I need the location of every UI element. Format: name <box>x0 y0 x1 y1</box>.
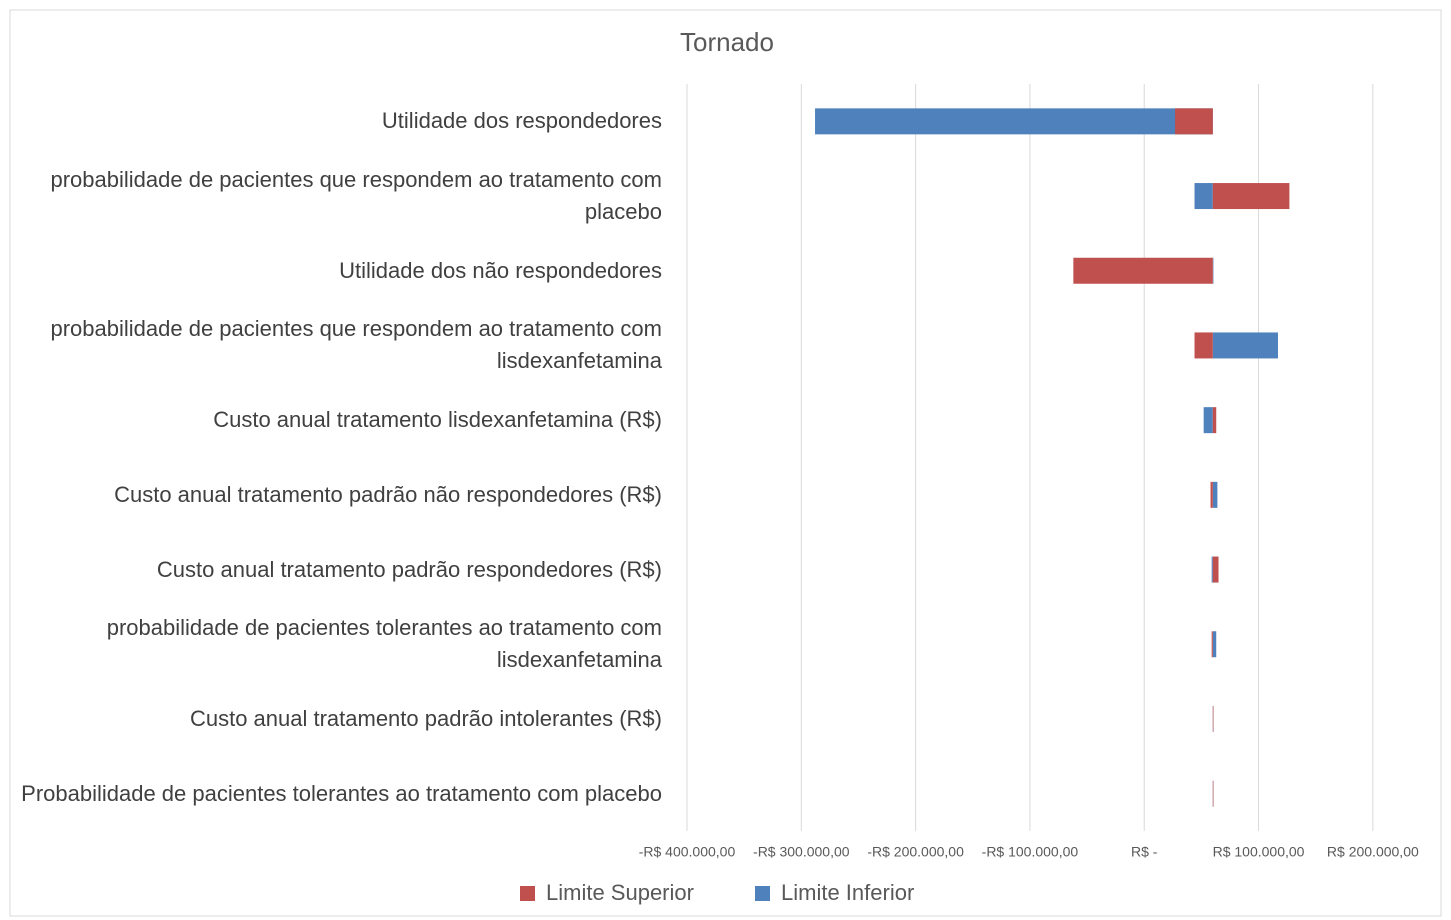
chart-border <box>9 9 1442 917</box>
x-tick-label: -R$ 100.000,00 <box>982 844 1079 860</box>
category-label: Custo anual tratamento padrão respondedo… <box>156 556 662 582</box>
legend-label: Limite Superior <box>546 880 694 905</box>
legend-label: Limite Inferior <box>781 880 914 905</box>
bar <box>1212 705 1214 732</box>
chart-title: Tornado <box>680 27 774 57</box>
category-label: probabilidade de pacientes tolerantes ao… <box>106 615 662 673</box>
bar <box>1073 257 1213 284</box>
x-tick-label: -R$ 300.000,00 <box>753 844 850 860</box>
bar <box>1210 481 1213 508</box>
category-label: Custo anual tratamento padrão não respon… <box>114 481 662 507</box>
bar <box>1212 631 1217 658</box>
bar <box>1211 556 1213 583</box>
bar <box>1203 407 1213 434</box>
bar <box>1194 183 1213 210</box>
bar <box>1211 631 1213 658</box>
bar <box>1212 407 1217 434</box>
bar <box>815 108 1213 135</box>
category-label: Custo anual tratamento lisdexanfetamina … <box>213 407 662 433</box>
bar <box>1212 257 1214 284</box>
bar <box>1212 332 1278 359</box>
x-tick-label: R$ 200.000,00 <box>1327 844 1419 860</box>
x-tick-label: R$ 100.000,00 <box>1213 844 1305 860</box>
bar <box>1212 183 1290 210</box>
category-label: Utilidade dos não respondedores <box>339 257 662 283</box>
x-tick-label: -R$ 200.000,00 <box>867 844 964 860</box>
category-label: Probabilidade de pacientes tolerantes ao… <box>21 780 662 806</box>
legend-swatch <box>520 886 535 901</box>
bar <box>1194 332 1213 359</box>
bar <box>1212 780 1214 807</box>
x-tick-label: -R$ 400.000,00 <box>639 844 736 860</box>
bar <box>1212 481 1218 508</box>
category-label: Utilidade dos respondedores <box>381 108 662 134</box>
category-label: Custo anual tratamento padrão intolerant… <box>189 705 662 731</box>
category-label: probabilidade de pacientes que respondem… <box>50 167 662 225</box>
bar <box>1212 556 1219 583</box>
category-label: probabilidade de pacientes que respondem… <box>50 316 662 374</box>
legend-swatch <box>755 886 770 901</box>
bar <box>1175 108 1213 135</box>
x-tick-label: R$ - <box>1131 844 1158 860</box>
